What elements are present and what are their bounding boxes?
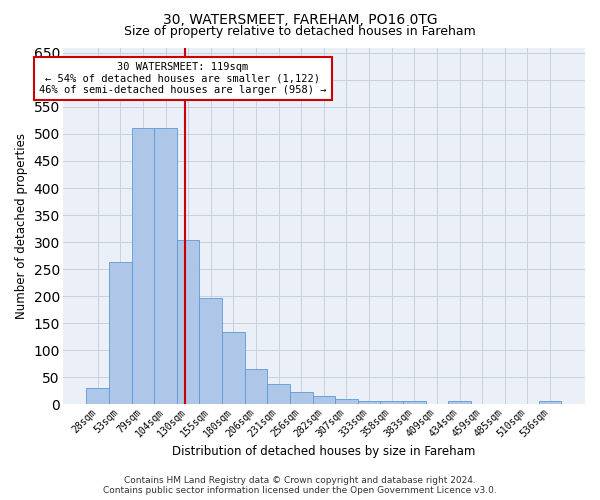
Bar [539, 402, 561, 404]
X-axis label: Distribution of detached houses by size in Fareham: Distribution of detached houses by size … [172, 444, 476, 458]
Bar [268, 384, 290, 404]
Bar [313, 396, 335, 404]
Text: 30 WATERSMEET: 119sqm
← 54% of detached houses are smaller (1,122)
46% of semi-d: 30 WATERSMEET: 119sqm ← 54% of detached … [39, 62, 326, 95]
Text: Contains HM Land Registry data © Crown copyright and database right 2024.
Contai: Contains HM Land Registry data © Crown c… [103, 476, 497, 495]
Text: Size of property relative to detached houses in Fareham: Size of property relative to detached ho… [124, 25, 476, 38]
Y-axis label: Number of detached properties: Number of detached properties [15, 133, 28, 319]
Bar [154, 128, 177, 404]
Bar [199, 298, 222, 404]
Bar [245, 369, 268, 404]
Bar [86, 388, 109, 404]
Bar [222, 332, 245, 404]
Bar [290, 392, 313, 404]
Bar [403, 402, 425, 404]
Bar [448, 402, 471, 404]
Bar [380, 402, 403, 404]
Bar [358, 401, 380, 404]
Bar [177, 240, 199, 404]
Text: 30, WATERSMEET, FAREHAM, PO16 0TG: 30, WATERSMEET, FAREHAM, PO16 0TG [163, 12, 437, 26]
Bar [335, 400, 358, 404]
Bar [109, 262, 131, 404]
Bar [131, 128, 154, 404]
